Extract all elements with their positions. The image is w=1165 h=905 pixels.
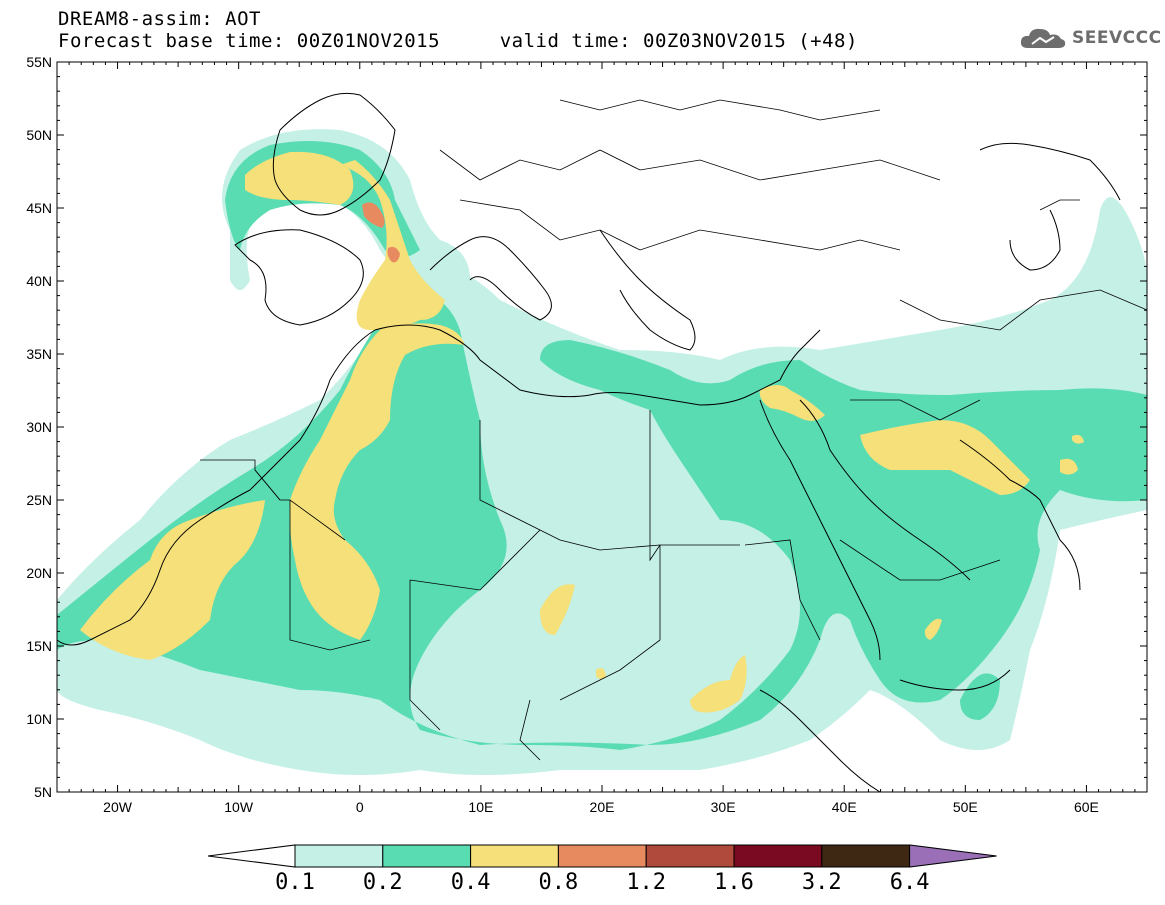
colorbar-swatch: [645, 844, 735, 868]
title-line-2: Forecast base time: 00Z01NOV2015 valid t…: [58, 30, 858, 52]
colorbar-swatch: [733, 844, 823, 868]
colorbar: 0.1 0.2 0.4 0.8 1.2 1.6 3.2 6.4: [207, 844, 997, 895]
country-borders: [200, 99, 1147, 761]
colorbar-swatch: [557, 844, 647, 868]
lon-label: 10W: [224, 799, 254, 815]
lon-label: 20W: [103, 799, 133, 815]
lon-label: 50E: [953, 799, 978, 815]
aot-level-0-8: [362, 202, 400, 263]
seevccc-logo: SEEVCCC: [1018, 24, 1162, 52]
lat-label: 10N: [26, 711, 52, 727]
colorbar-swatch: [470, 844, 559, 868]
lat-label: 55N: [26, 54, 52, 70]
lat-label: 35N: [26, 346, 52, 362]
lat-label: 40N: [26, 273, 52, 289]
longitude-labels: 20W 10W 0 10E 20E 30E 40E 50E 60E: [103, 799, 1099, 815]
colorbar-label: 0.8: [539, 870, 579, 895]
logo-text: SEEVCCC: [1072, 28, 1162, 48]
lon-label: 20E: [590, 799, 615, 815]
coastlines: [57, 92, 1121, 792]
lat-label: 30N: [26, 419, 52, 435]
latitude-labels: 55N 50N 45N 40N 35N 30N 25N 20N 15N 10N 5N: [26, 54, 52, 800]
map-title: DREAM8-assim: AOT Forecast base time: 00…: [58, 8, 858, 52]
lon-label: 0: [356, 799, 364, 815]
colorbar-low-arrow: [207, 844, 296, 868]
aot-level-0-4: [80, 151, 1084, 713]
lon-label: 10E: [468, 799, 493, 815]
axis-ticks: [57, 61, 1147, 793]
lat-label: 5N: [34, 784, 52, 800]
lat-label: 20N: [26, 565, 52, 581]
colorbar-label: 1.2: [626, 870, 666, 895]
colorbar-label: 0.2: [363, 870, 403, 895]
colorbar-swatch: [821, 844, 911, 868]
colorbar-label: 1.6: [714, 870, 754, 895]
aot-field: [57, 129, 1147, 775]
lon-label: 40E: [832, 799, 857, 815]
colorbar-swatch: [382, 844, 472, 868]
colorbar-high-arrow: [909, 844, 997, 868]
colorbar-label: 0.4: [451, 870, 491, 895]
colorbar-label: 6.4: [890, 870, 930, 895]
lat-label: 45N: [26, 200, 52, 216]
lat-label: 50N: [26, 127, 52, 143]
lon-label: 30E: [711, 799, 736, 815]
lat-label: 15N: [26, 638, 52, 654]
lat-label: 25N: [26, 492, 52, 508]
colorbar-label: 0.1: [275, 870, 315, 895]
title-line-1: DREAM8-assim: AOT: [58, 8, 261, 30]
lon-label: 60E: [1074, 799, 1099, 815]
colorbar-swatch: [294, 844, 384, 868]
cloud-icon: [1020, 28, 1066, 48]
colorbar-label: 3.2: [802, 870, 842, 895]
